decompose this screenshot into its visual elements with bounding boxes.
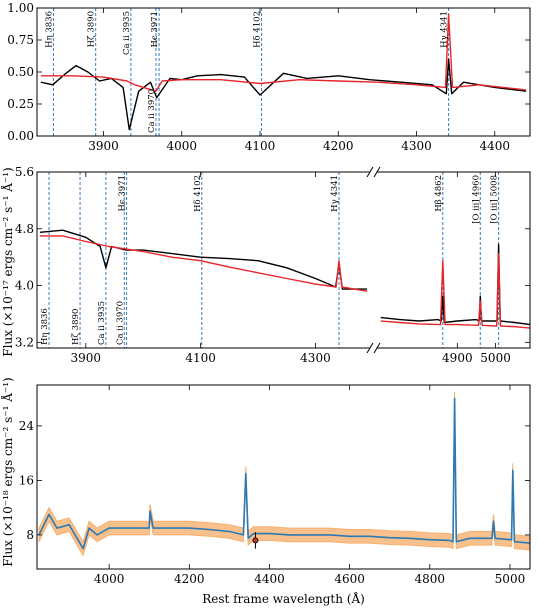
- middle-y-tick-label: 4.8: [15, 222, 34, 236]
- middle-left-x-tick-label: 4300: [300, 351, 331, 365]
- bottom-x-tick-label: 4800: [415, 572, 446, 586]
- bottom-x-tick-label: 4200: [174, 572, 205, 586]
- bottom-x-axis-label: Rest frame wavelength (Å): [202, 591, 365, 606]
- bottom-series: [38, 397, 531, 550]
- bottom-x-tick-label: 4600: [334, 572, 365, 586]
- top-y-tick-label: 0.50: [7, 65, 34, 79]
- bottom-x-tick-label: 4400: [254, 572, 285, 586]
- middle-left-x-tick-label: 3900: [71, 351, 102, 365]
- top-x-tick-label: 4300: [401, 139, 432, 153]
- axes-frames: [36, 7, 531, 570]
- top-x-tick-label: 4200: [323, 139, 354, 153]
- top-x-tick-label: 4100: [245, 139, 276, 153]
- middle-marker-label: Ca ii 3935: [97, 301, 107, 345]
- middle-right-x-tick-label: 4900: [442, 351, 473, 365]
- middle-y-axis-label: Flux (×10⁻¹⁷ ergs cm⁻² s⁻¹ Å⁻¹): [0, 167, 15, 356]
- middle-series-3: [380, 252, 531, 329]
- data-point: [252, 537, 259, 544]
- bottom-y-axis-label: Flux (×10⁻¹⁸ ergs cm⁻² s⁻¹ Å⁻¹): [0, 377, 15, 566]
- top-panel-frame: [36, 7, 531, 137]
- top-x-tick-label: 4000: [166, 139, 197, 153]
- top-marker-label: Ca ii 3935: [122, 11, 132, 55]
- top-y-tick-label: 0.25: [7, 97, 34, 111]
- top-series-1: [40, 13, 527, 92]
- axis-break-mark: [373, 166, 381, 178]
- top-y-tick-label: 1.00: [7, 1, 34, 15]
- spectrum-series: [38, 13, 531, 550]
- top-x-tick-label: 3900: [88, 139, 119, 153]
- middle-y-tick-label: 3.2: [15, 335, 34, 349]
- bottom-x-tick-label: 5000: [495, 572, 526, 586]
- bottom-y-tick-label: 16: [19, 473, 34, 487]
- axis-break-mark: [366, 166, 374, 178]
- middle-series-1: [39, 235, 368, 292]
- top-marker-label: Hγ 4341: [440, 11, 450, 48]
- middle-y-tick-label: 5.6: [15, 165, 34, 179]
- top-marker-label: Hδ 4102: [253, 11, 263, 48]
- top-x-tick-label: 4400: [480, 139, 511, 153]
- middle-marker-label: [O iii] 5008: [490, 175, 500, 224]
- top-marker-label: Hη 3836: [44, 11, 54, 48]
- middle-marker-label: Hη 3836: [40, 308, 50, 345]
- middle-right-x-tick-label: 5000: [480, 351, 511, 365]
- top-marker-label: Hζ 3890: [87, 11, 97, 47]
- middle-marker-label: Hγ 4341: [330, 175, 340, 212]
- top-y-tick-label: 0.00: [7, 129, 34, 143]
- middle-marker-label: Hϵ 3971: [118, 175, 128, 212]
- middle-marker-label: Ca ii 3970: [115, 301, 125, 345]
- bottom-y-tick-label: 24: [19, 419, 35, 433]
- middle-series-2: [380, 243, 531, 326]
- middle-y-tick-label: 4.0: [15, 279, 34, 293]
- middle-right-frame: [377, 171, 531, 349]
- middle-marker-label: Hβ 4862: [434, 175, 444, 212]
- middle-marker-label: [O iii] 4960: [471, 175, 481, 224]
- axis-break-mark: [366, 342, 374, 354]
- top-series-0: [40, 58, 527, 131]
- top-y-tick-label: 0.75: [7, 33, 34, 47]
- middle-marker-label: Hζ 3890: [71, 309, 81, 345]
- top-marker-label: Hϵ 3971: [150, 11, 160, 48]
- axis-break-mark: [373, 342, 381, 354]
- axis-text: 3900 4000 4100 4200 4300 4400 0.00 0.25 0.50 0.75…: [7, 1, 525, 606]
- emission-line-markers: [48, 8, 500, 348]
- middle-left-x-tick-label: 4100: [185, 351, 216, 365]
- middle-series-0: [39, 229, 368, 290]
- top-marker-label: Ca ii 3970: [147, 89, 157, 133]
- bottom-x-tick-label: 4000: [94, 572, 125, 586]
- bottom-panel-frame: [36, 384, 531, 570]
- bottom-y-tick-label: 8: [26, 528, 34, 542]
- middle-left-frame: [36, 171, 370, 349]
- middle-marker-label: Hδ 4102: [193, 175, 203, 212]
